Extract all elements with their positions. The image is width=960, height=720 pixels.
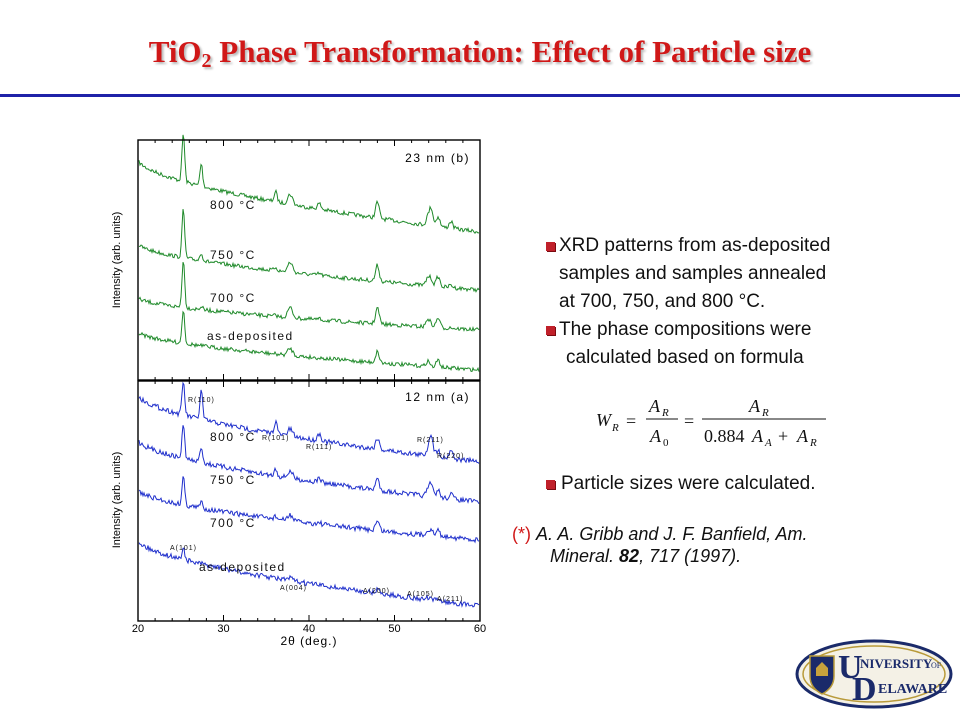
svg-text:A: A: [648, 396, 661, 416]
svg-text:+: +: [778, 426, 788, 446]
reference-marker: (*): [512, 524, 531, 544]
svg-text:A: A: [764, 437, 772, 449]
svg-text:R: R: [809, 437, 817, 449]
reference-volume: 82: [619, 546, 640, 566]
peak-label: R(211): [417, 437, 444, 444]
svg-text:D: D: [852, 671, 877, 708]
bullet-marker-icon: [546, 242, 555, 251]
trace-label-bottom-asdep: as-deposited: [199, 560, 286, 574]
bullet-marker-icon: [546, 326, 555, 335]
reference-citation: (*) A. A. Gribb and J. F. Banfield, Am. …: [512, 524, 808, 566]
svg-text:A: A: [796, 426, 809, 446]
trace-label-top-800: 800 °C: [210, 198, 256, 212]
trace-label-bottom-700: 700 °C: [210, 516, 256, 530]
svg-text:R: R: [661, 407, 669, 419]
svg-text:=: =: [684, 411, 694, 431]
shield-icon: [809, 655, 835, 695]
peak-label: A(211): [437, 596, 464, 603]
bullet-marker-icon: [546, 480, 555, 489]
svg-text:0: 0: [663, 437, 669, 449]
slide-title: TiO2 Phase Transformation: Effect of Par…: [148, 34, 812, 72]
bullet-xrd-line2: samples and samples annealed: [559, 263, 827, 284]
trace-label-top-asdep: as-deposited: [207, 329, 294, 343]
svg-text:A: A: [751, 426, 764, 446]
x-tick-label: 20: [132, 623, 144, 635]
bullet-phase: The phase compositions were: [546, 316, 926, 344]
trace-label-top-700: 700 °C: [210, 291, 256, 305]
top-panel-label: 23 nm (b): [405, 151, 470, 165]
svg-text:R: R: [761, 407, 769, 419]
xrd-trace: [138, 134, 480, 235]
svg-text:A: A: [649, 426, 662, 446]
peak-label: R(101): [262, 435, 289, 442]
bullet-list: XRD patterns from as-deposited samples a…: [546, 232, 926, 498]
svg-text:U: U: [838, 649, 863, 686]
bullet-phase-line2: calculated based on formula: [566, 347, 804, 368]
peak-label: R(111): [306, 444, 332, 451]
top-panel-frame: [137, 139, 481, 381]
svg-text:ELAWARE: ELAWARE: [878, 682, 947, 697]
xrd-trace: [138, 381, 480, 464]
peak-label: A(200): [363, 588, 390, 595]
peak-label: R(220): [437, 453, 464, 460]
x-axis-label: 2θ (deg.): [280, 634, 337, 648]
peak-label: R(110): [188, 397, 215, 404]
x-tick-label: 50: [388, 623, 400, 635]
xrd-trace: [138, 310, 480, 372]
title-divider: [0, 94, 960, 97]
university-logo: U D NIVERSITY OF ELAWARE: [795, 639, 953, 709]
xrd-traces: [138, 134, 480, 608]
xrd-trace: [138, 425, 480, 504]
x-tick-label: 30: [217, 623, 229, 635]
svg-text:R: R: [611, 422, 619, 434]
bottom-panel-label: 12 nm (a): [405, 390, 470, 404]
phase-formula: W R = A R A 0 = A R 0.884 A A + A R: [596, 396, 826, 449]
bottom-y-axis-label: Intensity (arb. units): [111, 452, 123, 549]
svg-text:0.884: 0.884: [704, 426, 745, 446]
svg-text:NIVERSITY: NIVERSITY: [860, 656, 933, 671]
bullet-xrd: XRD patterns from as-deposited: [546, 232, 926, 260]
formula-w: W: [596, 410, 613, 430]
svg-text:A: A: [748, 396, 761, 416]
bullet-particle: Particle sizes were calculated.: [546, 470, 926, 498]
x-tick-label: 40: [303, 623, 315, 635]
peak-label: A(101): [170, 545, 197, 552]
peak-label: A(004): [280, 585, 307, 592]
trace-label-bottom-750: 750 °C: [210, 473, 256, 487]
axis-ticks: [137, 140, 481, 621]
xrd-trace: [138, 262, 480, 332]
xrd-trace: [138, 476, 480, 544]
title-subscript: 2: [201, 50, 212, 72]
bullet-xrd-line3: at 700, 750, and 800 °C.: [559, 291, 766, 312]
top-y-axis-label: Intensity (arb. units): [111, 212, 123, 309]
peak-label: A(105): [407, 591, 434, 598]
x-tick-label: 60: [474, 623, 486, 635]
svg-text:OF: OF: [931, 661, 942, 670]
reference-line1: A. A. Gribb and J. F. Banfield, Am.: [536, 524, 808, 544]
xrd-trace: [138, 542, 480, 608]
trace-label-top-750: 750 °C: [210, 248, 256, 262]
trace-label-bottom-800: 800 °C: [210, 430, 256, 444]
svg-text:=: =: [626, 411, 636, 431]
bottom-panel-frame: [137, 380, 481, 622]
xrd-trace: [138, 209, 480, 293]
